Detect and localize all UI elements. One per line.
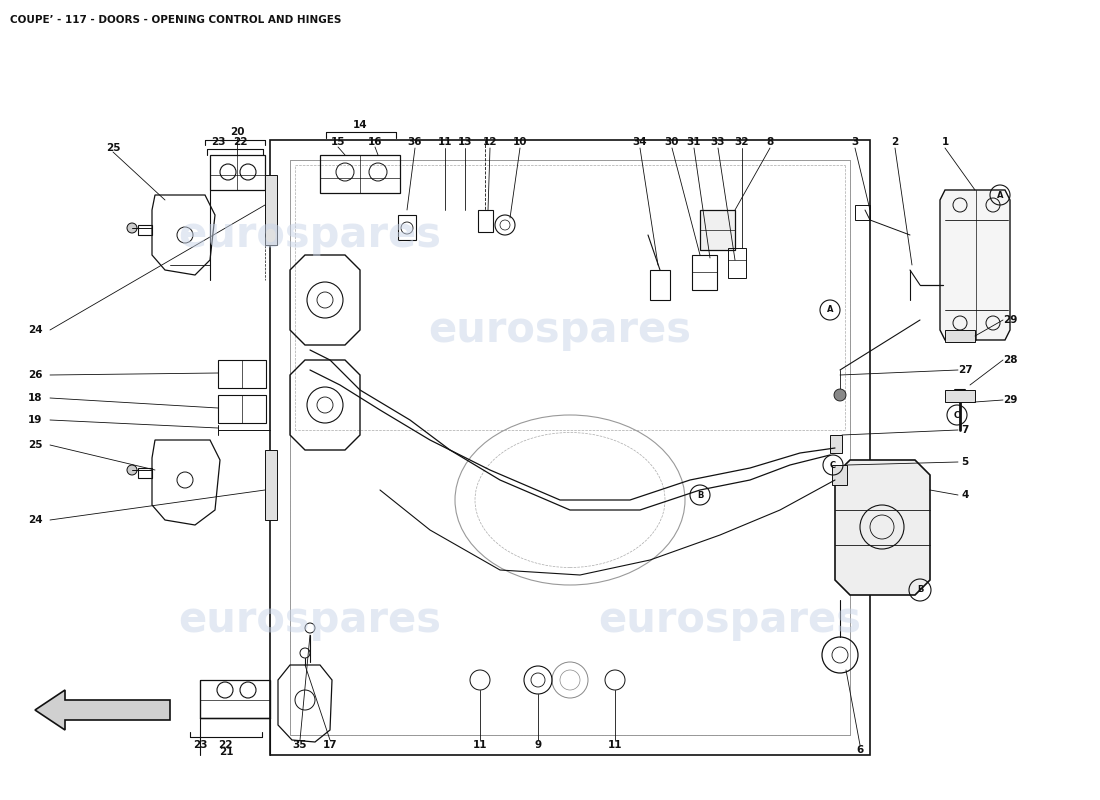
Bar (855, 205, 870, 220)
Text: 34: 34 (632, 137, 647, 147)
Text: 11: 11 (607, 740, 623, 750)
Text: C: C (954, 410, 960, 419)
Text: eurospares: eurospares (178, 214, 441, 256)
Circle shape (834, 389, 846, 401)
Bar (478, 210, 493, 232)
Text: 22: 22 (218, 740, 232, 750)
Bar (830, 435, 842, 453)
Bar (200, 680, 270, 718)
Text: 27: 27 (958, 365, 972, 375)
Text: 22: 22 (233, 137, 248, 147)
Bar (265, 175, 277, 245)
Bar (700, 210, 735, 250)
Circle shape (126, 465, 138, 475)
Text: eurospares: eurospares (429, 309, 692, 351)
Text: 25: 25 (28, 440, 42, 450)
Text: 8: 8 (767, 137, 773, 147)
Text: 19: 19 (28, 415, 42, 425)
Text: eurospares: eurospares (598, 599, 861, 641)
Text: B: B (916, 586, 923, 594)
Text: 24: 24 (28, 515, 42, 525)
Bar (320, 155, 400, 193)
Text: 10: 10 (513, 137, 527, 147)
Text: 2: 2 (891, 137, 899, 147)
Text: 33: 33 (711, 137, 725, 147)
Text: 29: 29 (1003, 315, 1018, 325)
Bar (650, 270, 670, 300)
Text: 31: 31 (686, 137, 702, 147)
Bar (265, 450, 277, 520)
Text: 9: 9 (535, 740, 541, 750)
Bar (692, 255, 717, 290)
Polygon shape (940, 190, 1010, 340)
Text: 20: 20 (230, 127, 244, 137)
Text: 30: 30 (664, 137, 680, 147)
Text: 11: 11 (473, 740, 487, 750)
Bar (218, 360, 266, 388)
Text: 36: 36 (408, 137, 422, 147)
Text: 35: 35 (293, 740, 307, 750)
Text: COUPE’ - 117 - DOORS - OPENING CONTROL AND HINGES: COUPE’ - 117 - DOORS - OPENING CONTROL A… (10, 15, 341, 25)
Text: 23: 23 (192, 740, 207, 750)
Text: C: C (829, 461, 836, 470)
Bar (210, 155, 265, 190)
Bar (398, 215, 416, 240)
Text: 18: 18 (28, 393, 42, 403)
Text: 24: 24 (28, 325, 42, 335)
Text: 16: 16 (367, 137, 383, 147)
Text: 6: 6 (857, 745, 864, 755)
Text: 7: 7 (961, 425, 969, 435)
Polygon shape (835, 460, 930, 595)
Polygon shape (35, 690, 170, 730)
Text: 12: 12 (483, 137, 497, 147)
Text: 17: 17 (322, 740, 338, 750)
Bar (945, 390, 975, 402)
Text: 13: 13 (458, 137, 472, 147)
Text: 25: 25 (106, 143, 120, 153)
Text: 15: 15 (331, 137, 345, 147)
Bar (218, 395, 266, 423)
Text: 21: 21 (219, 747, 233, 757)
Text: 11: 11 (438, 137, 452, 147)
Text: 23: 23 (211, 137, 226, 147)
Text: 4: 4 (961, 490, 969, 500)
Text: eurospares: eurospares (178, 599, 441, 641)
Bar (945, 330, 975, 342)
Text: 14: 14 (353, 120, 367, 130)
Bar (728, 248, 746, 278)
Text: 29: 29 (1003, 395, 1018, 405)
Text: 26: 26 (28, 370, 42, 380)
Text: A: A (827, 306, 834, 314)
Text: 1: 1 (942, 137, 948, 147)
Text: 32: 32 (735, 137, 749, 147)
Text: 5: 5 (961, 457, 969, 467)
Text: 28: 28 (1003, 355, 1018, 365)
Text: A: A (997, 190, 1003, 199)
Text: B: B (696, 490, 703, 499)
Text: 3: 3 (851, 137, 859, 147)
Bar (832, 465, 847, 485)
Circle shape (126, 223, 138, 233)
